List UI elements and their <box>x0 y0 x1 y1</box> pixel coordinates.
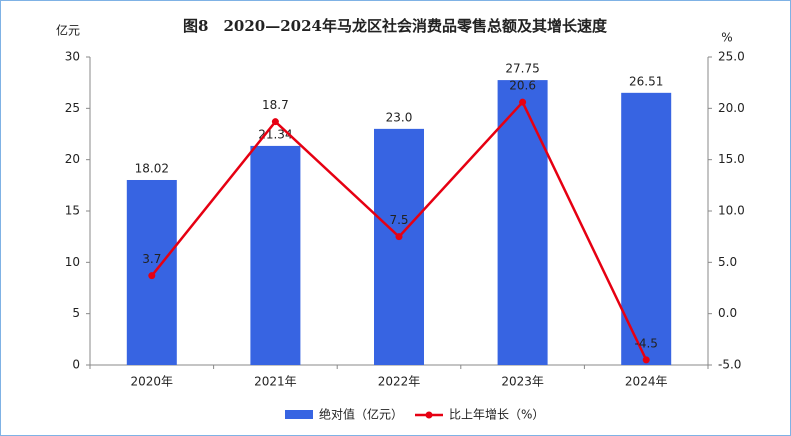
y2-tick-label: 20.0 <box>718 101 745 115</box>
legend-swatch <box>285 410 313 419</box>
y-tick-label: 25 <box>65 101 80 115</box>
y2-axis-label: % <box>721 31 732 45</box>
y2-tick-label: 25.0 <box>718 50 745 64</box>
y2-tick-label: 10.0 <box>718 204 745 218</box>
line-point <box>271 118 279 126</box>
y-tick-label: 10 <box>65 255 80 269</box>
legend-label: 绝对值（亿元） <box>319 407 403 422</box>
chart-title: 图8 2020—2024年马龙区社会消费品零售总额及其增长速度 <box>183 17 608 35</box>
y-tick-label: 20 <box>65 152 80 166</box>
bar-label: 26.51 <box>629 74 663 88</box>
bar <box>374 128 424 365</box>
bar-label: 27.75 <box>505 62 539 76</box>
line-point <box>148 272 156 280</box>
x-tick-label: 2023年 <box>501 375 544 389</box>
y-tick-label: 0 <box>72 358 80 372</box>
line-label: 18.7 <box>262 98 289 112</box>
x-tick-label: 2021年 <box>254 375 297 389</box>
bar <box>497 80 548 365</box>
line-label: 3.7 <box>142 252 161 266</box>
y-axis-label: 亿元 <box>56 23 80 38</box>
bar-label: 18.02 <box>135 161 169 175</box>
line-label: -4.5 <box>634 336 657 350</box>
y-tick-label: 15 <box>65 204 80 218</box>
line-point <box>395 233 403 241</box>
line-label: 7.5 <box>389 213 408 227</box>
line-point <box>519 98 527 106</box>
y2-tick-label: 15.0 <box>718 152 745 166</box>
line-point <box>642 356 650 364</box>
bar <box>250 145 301 365</box>
x-tick-label: 2022年 <box>378 375 421 389</box>
y2-tick-label: 5.0 <box>718 255 737 269</box>
y-tick-label: 30 <box>65 50 80 64</box>
line-label: 20.6 <box>509 79 536 93</box>
bar <box>621 92 672 366</box>
x-tick-label: 2020年 <box>131 375 174 389</box>
legend-label: 比上年增长（%） <box>449 408 544 422</box>
bar-label: 23.0 <box>386 110 413 124</box>
y-tick-label: 5 <box>72 306 80 320</box>
y2-tick-label: -5.0 <box>718 358 741 372</box>
legend-swatch <box>425 411 433 419</box>
y2-tick-label: 0.0 <box>718 306 737 320</box>
x-tick-label: 2024年 <box>625 375 668 389</box>
